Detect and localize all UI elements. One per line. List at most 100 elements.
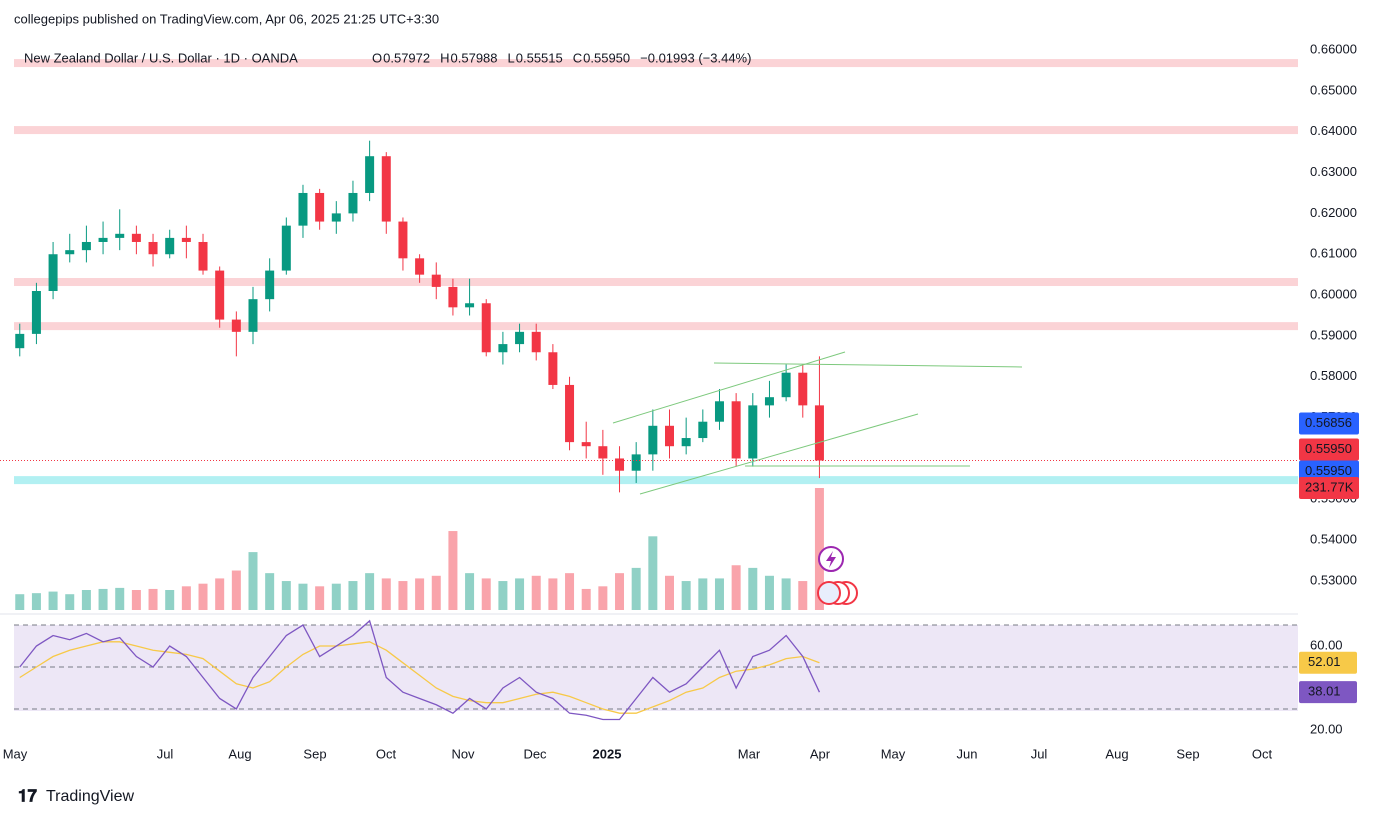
- volume-bar: [748, 567, 758, 610]
- candle-body: [315, 192, 325, 222]
- volume-bar: [248, 552, 258, 610]
- volume-bar: [165, 589, 175, 610]
- candle-body: [31, 290, 41, 334]
- x-tick-label: 2025: [593, 746, 622, 761]
- rsi-label: 38.01: [1308, 684, 1341, 699]
- candle-body: [248, 299, 258, 332]
- candle-body: [515, 331, 525, 345]
- volume-bar: [714, 578, 724, 610]
- event-icons: [817, 546, 858, 605]
- candle-body: [481, 303, 491, 353]
- volume-bar: [315, 586, 325, 610]
- x-tick-label: Oct: [1252, 746, 1273, 761]
- volume-bar: [398, 581, 408, 610]
- price-label: 0.55950: [1305, 463, 1352, 478]
- x-tick-label: Mar: [738, 746, 761, 761]
- x-tick-label: Oct: [376, 746, 397, 761]
- ohlc-letter: L: [508, 50, 515, 65]
- candle-body: [231, 319, 241, 332]
- chart-title: New Zealand Dollar / U.S. Dollar · 1D · …: [24, 50, 298, 65]
- candle-body: [781, 372, 791, 398]
- volume-bar: [798, 581, 808, 610]
- ohlc-value: 0.55515: [516, 50, 563, 65]
- channel: [612, 351, 1023, 495]
- ohlc-value: 0.57972: [383, 50, 430, 65]
- volume-bar: [65, 594, 75, 610]
- candle-body: [748, 405, 758, 459]
- rsi-tick-label: 60.00: [1310, 637, 1343, 652]
- ohlc-letter: O: [372, 50, 382, 65]
- volume-bar: [131, 589, 141, 610]
- rsi-tick-label: 20.00: [1310, 721, 1343, 736]
- zone: [14, 476, 1298, 485]
- y-tick-label: 0.58000: [1310, 368, 1357, 383]
- candle-body: [431, 274, 441, 287]
- ohlc-letter: C: [573, 50, 582, 65]
- candle-body: [714, 401, 724, 422]
- rsi-ma-line: [19, 641, 820, 714]
- candle-body: [98, 237, 108, 242]
- volume-bar: [731, 565, 741, 610]
- candle-body: [365, 156, 375, 193]
- zone: [14, 59, 1298, 68]
- volume-bar: [198, 583, 208, 610]
- y-tick-label: 0.62000: [1310, 205, 1357, 220]
- candle-body: [115, 233, 125, 238]
- candle-body: [148, 241, 158, 255]
- candle-body: [615, 458, 625, 471]
- volume-bar: [48, 591, 58, 610]
- x-tick-label: Apr: [810, 746, 831, 761]
- candle-body: [631, 454, 641, 471]
- x-tick-label: Aug: [228, 746, 251, 761]
- volume-bar: [365, 573, 375, 610]
- price-label-bg: [1299, 438, 1359, 461]
- rsi-label-bg: [1299, 681, 1357, 704]
- volume-bar: [381, 578, 391, 610]
- volume-bar: [298, 583, 308, 610]
- ohlc-letter: H: [440, 50, 449, 65]
- volume-bar: [581, 588, 591, 610]
- volume-bar: [498, 581, 508, 610]
- y-tick-label: 0.66000: [1310, 41, 1357, 56]
- footer-brand: TradingView: [46, 788, 134, 805]
- ohlc-value: 0.55950: [583, 50, 630, 65]
- zone: [14, 322, 1298, 331]
- y-tick-label: 0.54000: [1310, 532, 1357, 547]
- candle-body: [565, 384, 575, 443]
- y-tick-label: 0.64000: [1310, 123, 1357, 138]
- rsi-label: 52.01: [1308, 654, 1341, 669]
- volume-bar: [615, 573, 625, 610]
- candle-body: [48, 254, 58, 291]
- candle-body: [798, 372, 808, 406]
- candle-body: [281, 225, 291, 271]
- candle-body: [165, 237, 175, 255]
- x-tick-label: Dec: [523, 746, 547, 761]
- volume-bar: [281, 581, 291, 610]
- candle-body: [581, 442, 591, 447]
- candle-body: [381, 156, 391, 222]
- volume-bar: [814, 488, 824, 610]
- candle-body: [764, 397, 774, 406]
- volume-bar: [181, 586, 191, 610]
- candle-body: [331, 213, 341, 222]
- volume-bar: [681, 581, 691, 610]
- publisher: collegepips published on TradingView.com…: [14, 11, 439, 26]
- logo-mark: 𝟏𝟕: [18, 786, 37, 805]
- volume-bar: [481, 578, 491, 610]
- x-tick-label: Jun: [957, 746, 978, 761]
- change: −0.01993 (−3.44%): [640, 50, 751, 65]
- candle-body: [398, 221, 408, 259]
- rsi-band: [14, 625, 1298, 711]
- price-label: 0.55950: [1305, 441, 1352, 456]
- volume-bar: [565, 573, 575, 610]
- candle-body: [814, 405, 824, 461]
- candle-body: [265, 270, 275, 300]
- y-tick-label: 0.63000: [1310, 164, 1357, 179]
- y-tick-label: 0.65000: [1310, 82, 1357, 97]
- candle-body: [681, 438, 691, 447]
- x-tick-label: Jul: [1031, 746, 1048, 761]
- x-tick-label: May: [881, 746, 906, 761]
- candle-body: [215, 270, 225, 320]
